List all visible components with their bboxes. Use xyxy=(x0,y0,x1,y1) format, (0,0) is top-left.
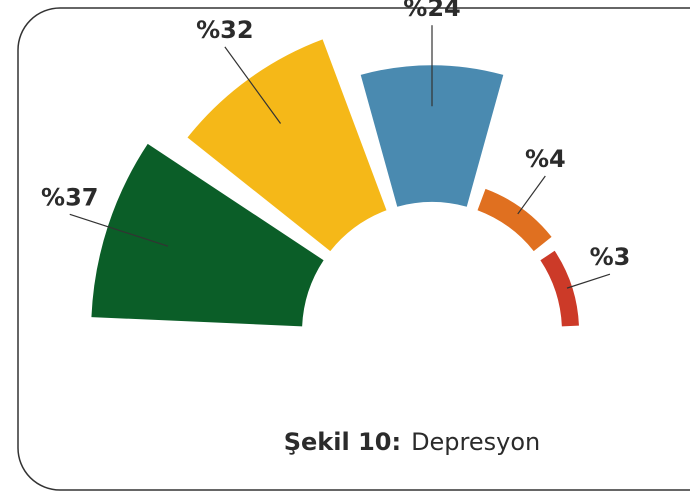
value-label: %4 xyxy=(525,145,566,173)
value-label: %24 xyxy=(403,0,460,22)
value-label: %3 xyxy=(590,243,631,271)
segment xyxy=(540,250,579,327)
segment xyxy=(91,143,324,327)
leader-line xyxy=(517,175,546,215)
leader-line xyxy=(224,46,282,124)
leader-line xyxy=(69,213,169,247)
caption-label: Şekil 10: xyxy=(284,428,401,456)
frame xyxy=(17,7,690,491)
value-label: %37 xyxy=(41,183,98,211)
caption: Şekil 10: Depresyon xyxy=(284,428,541,456)
leader-line xyxy=(566,273,611,289)
value-label: %32 xyxy=(196,16,253,44)
segment xyxy=(187,39,387,252)
segment xyxy=(477,188,552,252)
segment xyxy=(360,65,504,207)
chart-title: Depresyon xyxy=(411,428,540,456)
